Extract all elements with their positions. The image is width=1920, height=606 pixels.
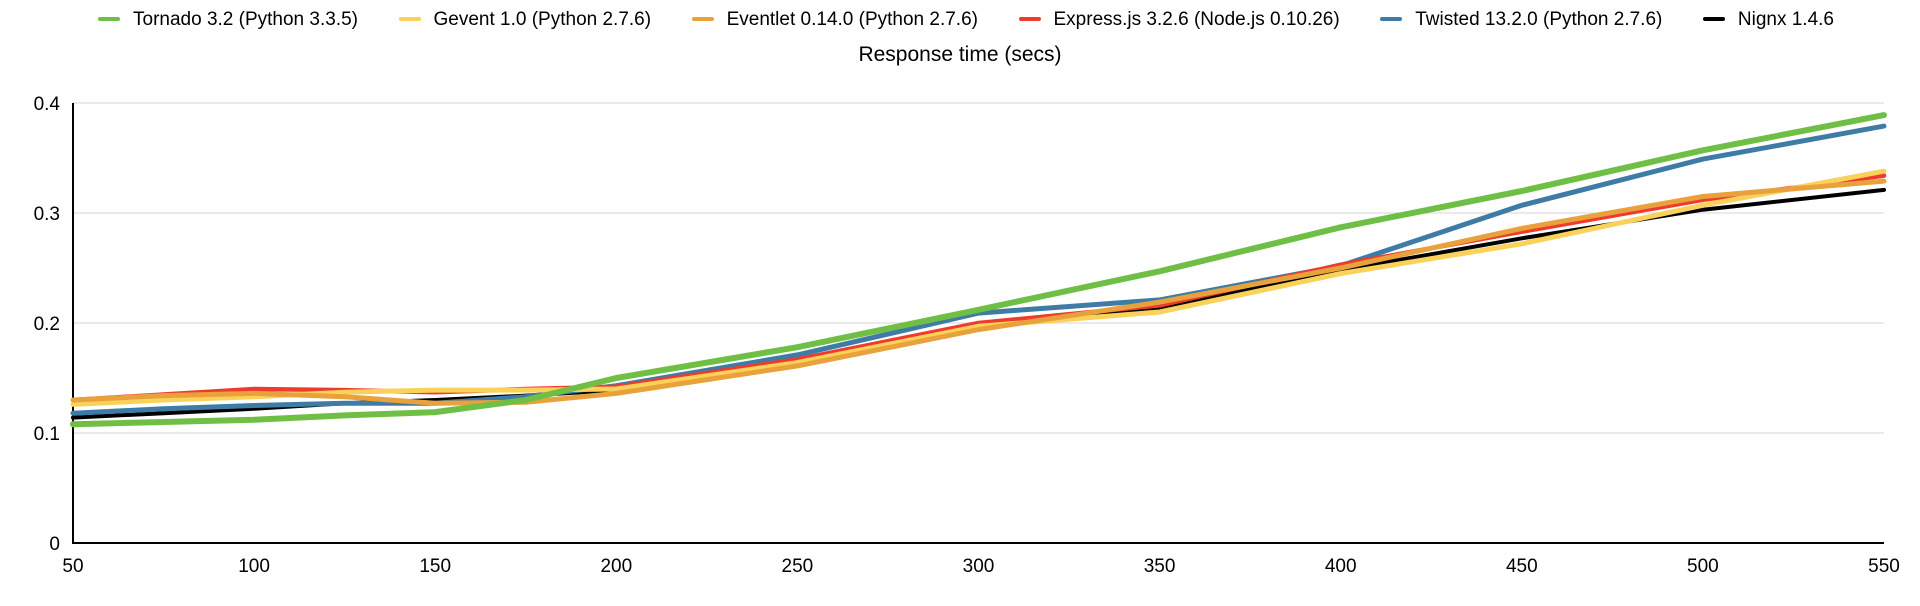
y-axis-tick-label: 0.1 [34, 424, 60, 445]
chart-title: Response time (secs) [858, 43, 1062, 66]
legend-swatch-icon [691, 16, 714, 22]
legend-swatch-icon [1702, 16, 1725, 22]
x-axis-tick-label: 50 [62, 556, 83, 577]
legend: Tornado 3.2 (Python 3.3.5) Gevent 1.0 (P… [0, 6, 1920, 32]
series-line [70, 112, 1887, 428]
x-axis-tick-label: 100 [238, 556, 270, 577]
series-line [70, 123, 1887, 416]
legend-item[interactable]: Nignx 1.4.6 [1702, 8, 1834, 30]
legend-swatch-icon [398, 16, 421, 22]
series-line [70, 173, 1887, 403]
legend-label: Eventlet 0.14.0 (Python 2.7.6) [726, 8, 978, 30]
x-axis-tick-label: 300 [963, 556, 995, 577]
y-axis-tick-label: 0 [49, 534, 60, 555]
legend-item[interactable]: Eventlet 0.14.0 (Python 2.7.6) [691, 8, 978, 30]
x-axis-tick-label: 150 [419, 556, 451, 577]
series-line [70, 178, 1887, 406]
x-axis-tick-label: 250 [782, 556, 814, 577]
legend-swatch-icon [98, 16, 120, 22]
legend-swatch-icon [1018, 16, 1041, 22]
legend-item[interactable]: Express.js 3.2.6 (Node.js 0.10.26) [1018, 8, 1340, 30]
legend-swatch-icon [1380, 16, 1403, 22]
y-axis-tick-label: 0.3 [34, 204, 60, 225]
y-axis-tick-label: 0.2 [34, 314, 60, 335]
x-axis-tick-label: 500 [1687, 556, 1719, 577]
legend-item[interactable]: Tornado 3.2 (Python 3.3.5) [98, 10, 358, 29]
legend-label: Gevent 1.0 (Python 2.7.6) [433, 8, 652, 30]
legend-label: Tornado 3.2 (Python 3.3.5) [133, 8, 358, 30]
x-axis-tick-label: 450 [1506, 556, 1538, 577]
x-axis-tick-label: 350 [1144, 556, 1176, 577]
x-axis-tick-label: 400 [1325, 556, 1357, 577]
y-axis-tick-label: 0.4 [34, 94, 61, 115]
legend-label: Twisted 13.2.0 (Python 2.7.6) [1415, 8, 1663, 30]
legend-item[interactable]: Twisted 13.2.0 (Python 2.7.6) [1380, 10, 1662, 29]
legend-item[interactable]: Gevent 1.0 (Python 2.7.6) [398, 8, 652, 30]
legend-label: Express.js 3.2.6 (Node.js 0.10.26) [1053, 8, 1340, 30]
x-axis-tick-label: 200 [600, 556, 632, 577]
legend-label: Nignx 1.4.6 [1737, 8, 1834, 30]
series-line [70, 168, 1887, 407]
x-axis-tick-label: 550 [1868, 556, 1900, 577]
